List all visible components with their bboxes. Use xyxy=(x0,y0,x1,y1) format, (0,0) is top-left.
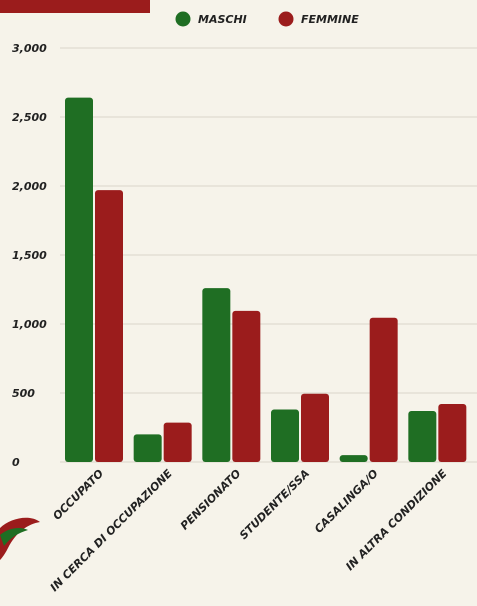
bar-maschi-2 xyxy=(202,288,231,462)
bar-femmine-0 xyxy=(95,190,123,462)
legend-swatch-maschi xyxy=(175,11,191,27)
x-category-label: PENSIONATO xyxy=(178,467,244,533)
bar-maschi-1 xyxy=(133,434,162,462)
y-tick-label: 1,000 xyxy=(12,318,47,331)
x-category-label: IN CERCA DI OCCUPAZIONE xyxy=(48,467,175,594)
y-tick-label: 3,000 xyxy=(12,42,47,55)
decorative-swirl-accent xyxy=(0,527,28,546)
bar-femmine-1 xyxy=(163,422,192,462)
bar-femmine-4 xyxy=(369,317,398,462)
legend-label-maschi: MASCHI xyxy=(198,13,247,26)
x-category-label: STUDENTE/SSA xyxy=(237,467,312,542)
y-tick-label: 500 xyxy=(12,387,35,400)
bar-maschi-5 xyxy=(408,410,437,462)
legend-swatch-femmine xyxy=(278,11,294,27)
y-tick-label: 2,500 xyxy=(12,111,47,124)
bar-maschi-3 xyxy=(271,409,299,462)
x-category-label: OCCUPATO xyxy=(50,467,106,523)
bar-maschi-0 xyxy=(65,97,93,463)
x-category-label: CASALINGA/O xyxy=(312,467,381,536)
y-tick-label: 2,000 xyxy=(12,180,47,193)
y-tick-label: 1,500 xyxy=(12,249,47,262)
y-tick-label: 0 xyxy=(12,456,20,469)
bar-femmine-3 xyxy=(301,393,329,462)
bar-femmine-5 xyxy=(438,404,467,462)
bar-maschi-4 xyxy=(339,455,368,462)
decorative-swirl xyxy=(0,517,40,560)
legend-label-femmine: FEMMINE xyxy=(301,13,359,26)
bar-femmine-2 xyxy=(232,310,261,462)
decorative-header-bar xyxy=(0,0,150,13)
